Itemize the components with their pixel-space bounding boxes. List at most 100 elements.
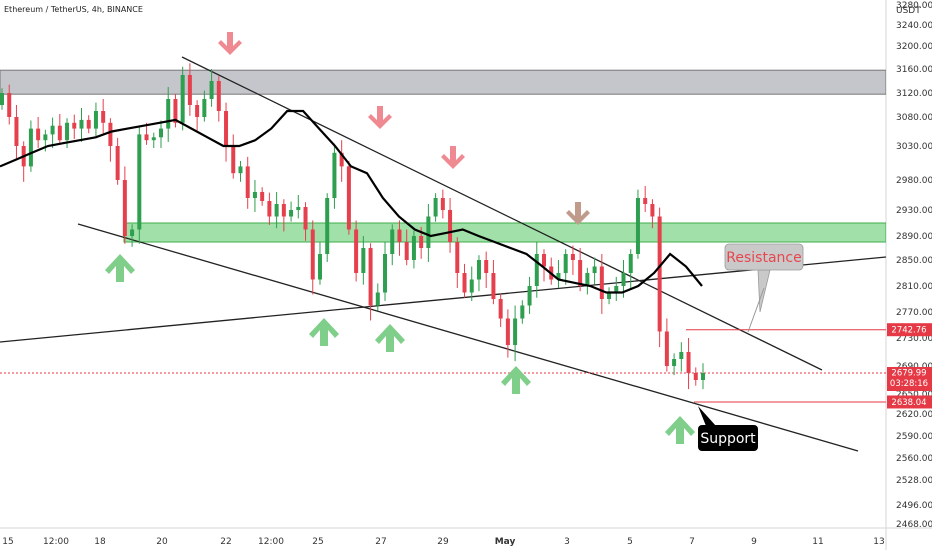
candle[interactable]: [599, 254, 604, 314]
candle[interactable]: [296, 195, 301, 219]
candle[interactable]: [216, 76, 221, 122]
resistance-callout[interactable]: Resistance: [724, 243, 804, 333]
candle[interactable]: [520, 300, 525, 324]
candle[interactable]: [513, 305, 518, 362]
candle[interactable]: [158, 120, 163, 149]
candle[interactable]: [390, 224, 395, 266]
candle[interactable]: [679, 342, 684, 372]
candle[interactable]: [72, 114, 77, 140]
candle[interactable]: [491, 260, 496, 305]
rising-trendline[interactable]: [0, 256, 886, 343]
candle[interactable]: [267, 192, 272, 225]
candle[interactable]: [101, 99, 106, 134]
support-price-tag[interactable]: 2638.04: [887, 395, 932, 409]
candle[interactable]: [130, 224, 135, 247]
resistance-price-tag[interactable]: 2742.76: [887, 323, 932, 337]
candle[interactable]: [527, 276, 532, 314]
candle[interactable]: [570, 245, 575, 275]
candle[interactable]: [187, 63, 192, 116]
candle[interactable]: [686, 338, 691, 390]
candle[interactable]: [195, 100, 200, 131]
candle[interactable]: [404, 229, 409, 266]
candle[interactable]: [274, 192, 279, 229]
candle[interactable]: [672, 353, 677, 376]
candle[interactable]: [303, 202, 308, 241]
candle[interactable]: [231, 134, 236, 179]
candle[interactable]: [469, 266, 474, 301]
candle[interactable]: [245, 156, 250, 209]
candle[interactable]: [635, 189, 640, 259]
candle[interactable]: [7, 84, 12, 125]
candle[interactable]: [209, 69, 214, 107]
candle[interactable]: [325, 193, 330, 262]
last-price-tag[interactable]: 2679.99 03:28:16: [887, 367, 932, 392]
plot-area[interactable]: Resistance Support: [0, 32, 886, 452]
candle[interactable]: [476, 255, 481, 292]
candle[interactable]: [383, 242, 388, 301]
candle[interactable]: [585, 267, 590, 295]
candle[interactable]: [166, 87, 171, 142]
candle[interactable]: [115, 137, 120, 185]
candle[interactable]: [108, 118, 113, 162]
candle[interactable]: [505, 309, 510, 358]
candle[interactable]: [354, 220, 359, 282]
candle[interactable]: [28, 120, 33, 172]
candle[interactable]: [411, 230, 416, 269]
candle[interactable]: [375, 283, 380, 311]
candle[interactable]: [498, 293, 503, 327]
lower-trendline[interactable]: [77, 223, 859, 452]
candle[interactable]: [433, 193, 438, 222]
candle[interactable]: [448, 198, 453, 253]
candle[interactable]: [607, 287, 612, 305]
candles-group[interactable]: [0, 63, 705, 390]
candle[interactable]: [650, 199, 655, 229]
candle[interactable]: [317, 242, 322, 285]
upper-trendline[interactable]: [181, 56, 823, 371]
candle[interactable]: [180, 66, 185, 131]
candle[interactable]: [643, 186, 648, 212]
candle[interactable]: [455, 237, 460, 288]
candle[interactable]: [361, 236, 366, 285]
candle[interactable]: [289, 201, 294, 222]
candle[interactable]: [79, 108, 84, 142]
candle[interactable]: [440, 189, 445, 219]
candle[interactable]: [628, 249, 633, 288]
candle[interactable]: [484, 251, 489, 288]
candle[interactable]: [260, 187, 265, 206]
candle[interactable]: [173, 94, 178, 128]
candle[interactable]: [86, 115, 91, 134]
candle[interactable]: [151, 132, 156, 149]
candle[interactable]: [57, 114, 62, 145]
candle[interactable]: [339, 140, 344, 182]
candle[interactable]: [21, 141, 26, 182]
candle[interactable]: [542, 249, 547, 282]
candle[interactable]: [664, 318, 669, 372]
candle[interactable]: [614, 276, 619, 301]
candle[interactable]: [144, 122, 149, 145]
candle[interactable]: [36, 117, 41, 149]
candle[interactable]: [556, 260, 561, 288]
candle[interactable]: [14, 105, 19, 159]
candle[interactable]: [202, 90, 207, 122]
candle[interactable]: [592, 257, 597, 285]
candle[interactable]: [310, 220, 315, 295]
candle[interactable]: [238, 160, 243, 182]
candle[interactable]: [462, 263, 467, 298]
candle[interactable]: [368, 243, 373, 321]
candle[interactable]: [397, 220, 402, 256]
candle[interactable]: [426, 204, 431, 262]
candle[interactable]: [701, 363, 705, 390]
candle[interactable]: [563, 249, 568, 285]
candle[interactable]: [657, 207, 662, 348]
candle[interactable]: [693, 367, 698, 386]
candle[interactable]: [534, 242, 539, 298]
candle[interactable]: [224, 102, 229, 162]
candle[interactable]: [50, 117, 55, 149]
support-callout[interactable]: Support: [698, 406, 758, 451]
candle[interactable]: [346, 160, 351, 235]
candle[interactable]: [332, 143, 337, 209]
candle[interactable]: [122, 166, 127, 244]
candle[interactable]: [93, 102, 98, 137]
candle[interactable]: [137, 126, 142, 244]
